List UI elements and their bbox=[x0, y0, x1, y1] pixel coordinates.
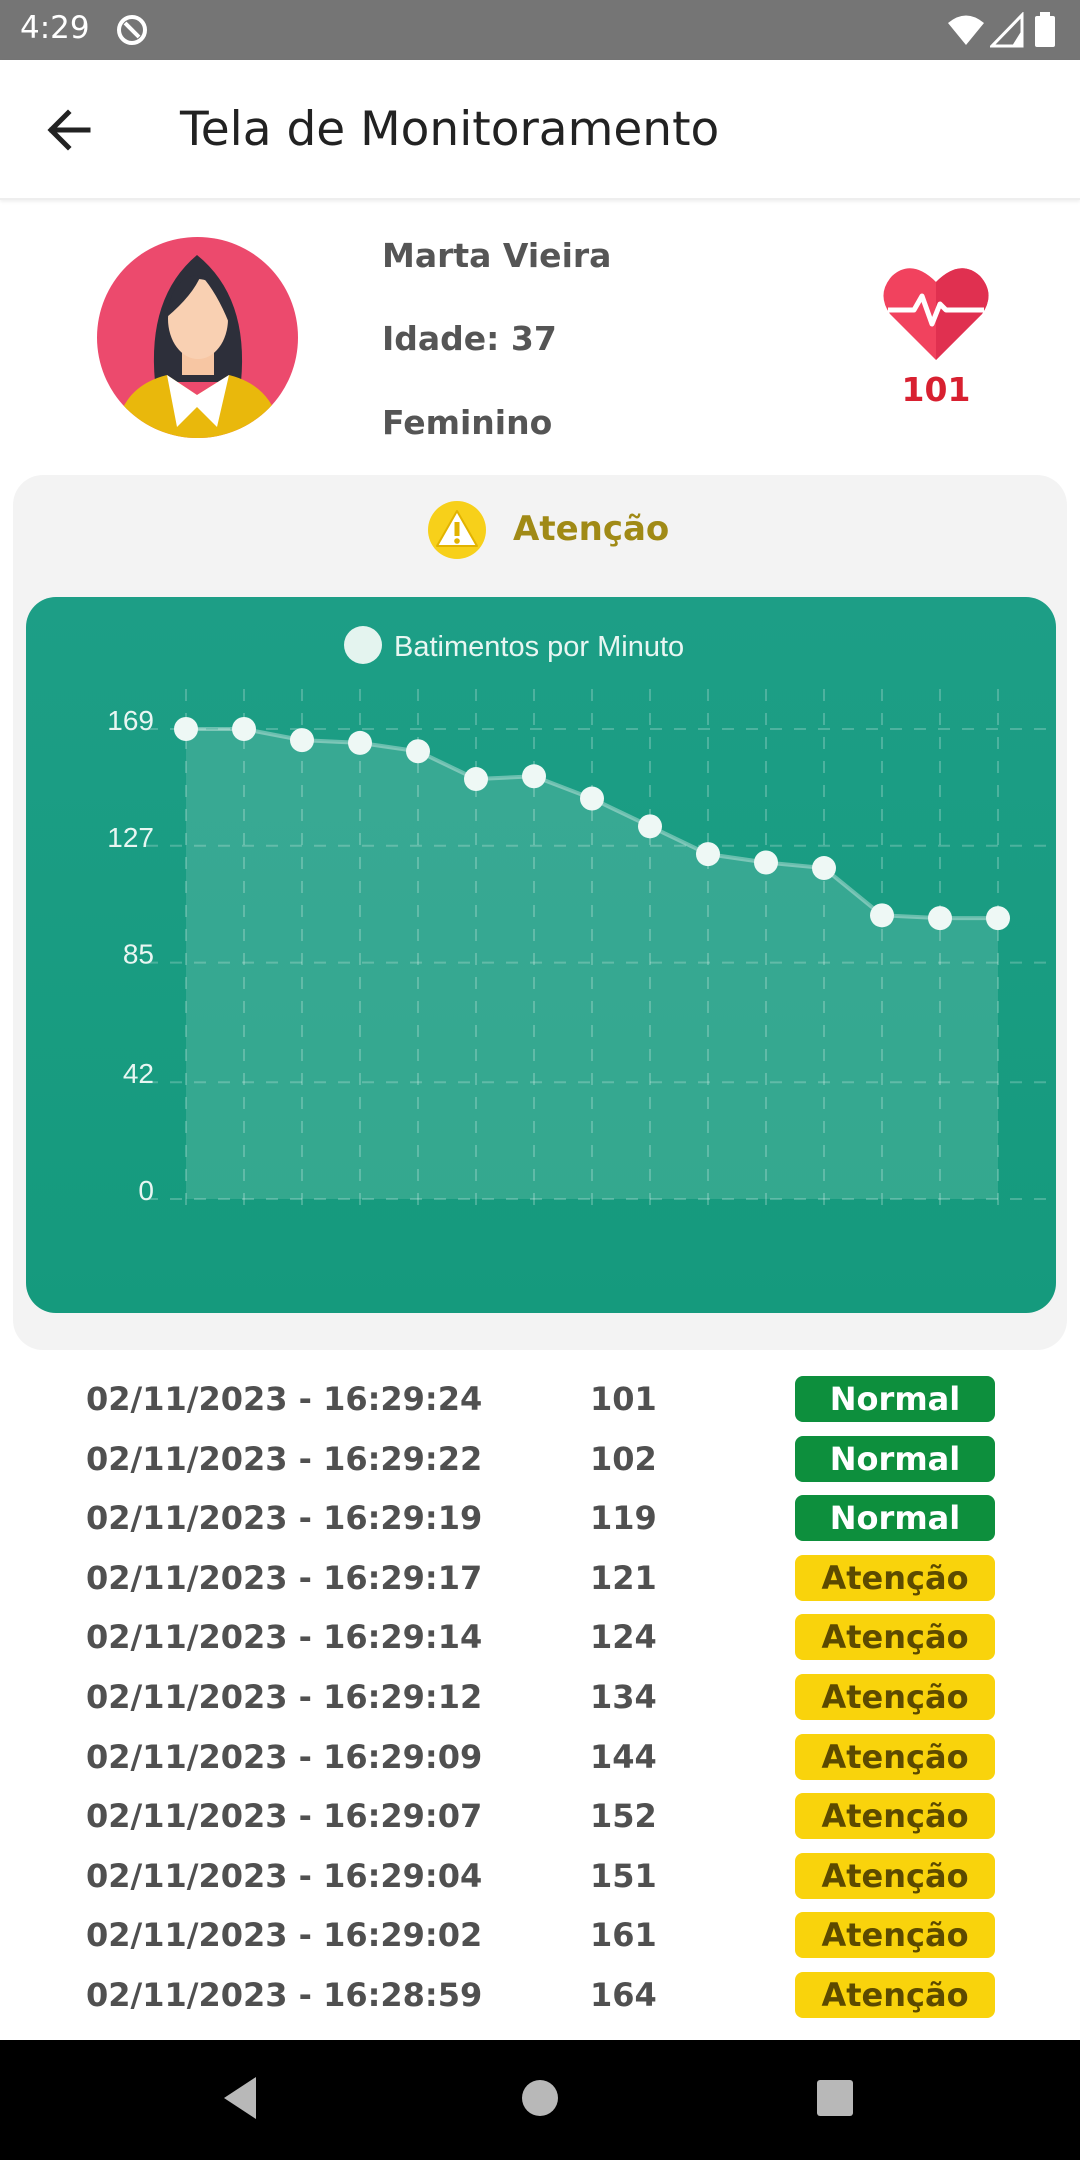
reading-time: 02/11/2023 - 16:29:19 bbox=[86, 1499, 483, 1538]
data-point bbox=[406, 739, 430, 764]
status-badge: Atenção bbox=[795, 1733, 995, 1780]
cellular-signal-icon bbox=[988, 11, 1024, 53]
y-tick-label: 85 bbox=[123, 939, 154, 970]
app-bar: Tela de Monitoramento bbox=[0, 60, 1080, 200]
arrow-left-icon bbox=[47, 109, 91, 151]
heart-pulse-icon bbox=[882, 264, 990, 364]
status-badge: Atenção bbox=[795, 1912, 995, 1959]
wifi-icon bbox=[946, 12, 986, 53]
reading-bpm: 102 bbox=[590, 1439, 657, 1478]
y-tick-label: 169 bbox=[107, 705, 154, 736]
reading-row: 02/11/2023 - 16:29:22 102 Normal bbox=[0, 1430, 1080, 1490]
reading-row: 02/11/2023 - 16:29:02 161 Atenção bbox=[0, 1906, 1080, 1966]
sync-icon bbox=[114, 12, 150, 53]
data-point bbox=[696, 842, 720, 867]
nav-home-button[interactable] bbox=[520, 2073, 560, 2128]
data-point bbox=[348, 730, 372, 755]
reading-row: 02/11/2023 - 16:28:59 164 Atenção bbox=[0, 1966, 1080, 2020]
status-badge: Atenção bbox=[795, 1554, 995, 1601]
status-badge: Atenção bbox=[795, 1852, 995, 1899]
patient-age: Idade: 37 bbox=[382, 319, 557, 358]
status-bar: 4:29 bbox=[0, 0, 1080, 60]
reading-time: 02/11/2023 - 16:29:04 bbox=[86, 1856, 483, 1895]
data-point bbox=[580, 786, 604, 811]
y-tick-label: 0 bbox=[138, 1175, 154, 1206]
data-point bbox=[754, 850, 778, 875]
chart-svg: 169 127 85 42 0 Batimentos por Minuto bbox=[107, 626, 1056, 1207]
status-badge: Atenção bbox=[795, 1971, 995, 2018]
reading-time: 02/11/2023 - 16:29:22 bbox=[86, 1439, 483, 1478]
reading-bpm: 151 bbox=[590, 1856, 657, 1895]
avatar bbox=[97, 237, 298, 438]
reading-time: 02/11/2023 - 16:29:12 bbox=[86, 1677, 483, 1716]
status-badge: Normal bbox=[795, 1376, 995, 1422]
nav-recents-button[interactable] bbox=[815, 2073, 855, 2128]
reading-bpm: 152 bbox=[590, 1797, 657, 1836]
back-button[interactable] bbox=[40, 100, 100, 160]
reading-row: 02/11/2023 - 16:29:09 144 Atenção bbox=[0, 1728, 1080, 1788]
patient-name: Marta Vieira bbox=[382, 236, 612, 275]
reading-row: 02/11/2023 - 16:29:07 152 Atenção bbox=[0, 1787, 1080, 1847]
data-point bbox=[812, 856, 836, 881]
page-title: Tela de Monitoramento bbox=[180, 102, 720, 157]
status-badge: Normal bbox=[795, 1495, 995, 1542]
square-recents-icon bbox=[817, 2080, 853, 2116]
reading-bpm: 121 bbox=[590, 1558, 657, 1597]
reading-time: 02/11/2023 - 16:29:17 bbox=[86, 1558, 483, 1597]
status-badge: Normal bbox=[795, 1435, 995, 1482]
reading-time: 02/11/2023 - 16:29:02 bbox=[86, 1916, 483, 1955]
reading-time: 02/11/2023 - 16:29:24 bbox=[86, 1380, 483, 1418]
reading-time: 02/11/2023 - 16:29:14 bbox=[86, 1618, 483, 1657]
reading-bpm: 164 bbox=[590, 1975, 657, 2014]
navigation-bar bbox=[0, 2040, 1080, 2160]
data-point bbox=[928, 906, 952, 931]
y-axis-ticks: 169 127 85 42 0 bbox=[107, 705, 154, 1206]
reading-row: 02/11/2023 - 16:29:12 134 Atenção bbox=[0, 1668, 1080, 1728]
reading-row: 02/11/2023 - 16:29:04 151 Atenção bbox=[0, 1847, 1080, 1907]
readings-list: 02/11/2023 - 16:29:24 101 Normal 02/11/2023… bbox=[0, 1370, 1080, 2020]
reading-row: 02/11/2023 - 16:29:14 124 Atenção bbox=[0, 1608, 1080, 1668]
data-point bbox=[522, 764, 546, 789]
reading-time: 02/11/2023 - 16:28:59 bbox=[86, 1975, 483, 2014]
data-point bbox=[232, 717, 256, 741]
chart-points bbox=[174, 717, 1010, 931]
data-point bbox=[464, 767, 488, 792]
reading-bpm: 134 bbox=[590, 1677, 657, 1716]
warning-icon bbox=[427, 500, 487, 560]
status-badge: Atenção bbox=[795, 1793, 995, 1840]
woman-avatar-icon bbox=[115, 255, 281, 438]
battery-icon bbox=[1034, 12, 1056, 53]
nav-back-button[interactable] bbox=[220, 2073, 260, 2128]
reading-bpm: 119 bbox=[590, 1499, 657, 1538]
chart-area bbox=[186, 729, 998, 1199]
circle-home-icon bbox=[522, 2080, 558, 2116]
heart-rate-chart: 169 127 85 42 0 Batimentos por Minuto bbox=[26, 597, 1056, 1313]
legend-marker bbox=[344, 626, 382, 664]
data-point bbox=[290, 728, 314, 753]
reading-bpm: 101 bbox=[590, 1380, 657, 1418]
reading-bpm: 161 bbox=[590, 1916, 657, 1955]
reading-bpm: 144 bbox=[590, 1737, 657, 1776]
patient-gender: Feminino bbox=[382, 403, 553, 442]
data-point bbox=[986, 906, 1010, 931]
status-badge: Atenção bbox=[795, 1673, 995, 1720]
status-time: 4:29 bbox=[20, 10, 90, 46]
data-point bbox=[638, 814, 662, 839]
reading-bpm: 124 bbox=[590, 1618, 657, 1657]
reading-row: 02/11/2023 - 16:29:17 121 Atenção bbox=[0, 1549, 1080, 1609]
reading-row: 02/11/2023 - 16:29:19 119 Normal bbox=[0, 1489, 1080, 1549]
y-tick-label: 42 bbox=[123, 1058, 154, 1089]
data-point bbox=[174, 717, 198, 741]
reading-time: 02/11/2023 - 16:29:07 bbox=[86, 1797, 483, 1836]
legend-label: Batimentos por Minuto bbox=[394, 631, 684, 663]
status-badge: Atenção bbox=[795, 1614, 995, 1661]
status-label: Atenção bbox=[513, 509, 670, 549]
reading-row: 02/11/2023 - 16:29:24 101 Normal bbox=[0, 1370, 1080, 1430]
triangle-back-icon bbox=[224, 2077, 256, 2119]
y-tick-label: 127 bbox=[107, 822, 154, 853]
current-bpm: 101 bbox=[901, 370, 971, 409]
reading-time: 02/11/2023 - 16:29:09 bbox=[86, 1737, 483, 1776]
data-point bbox=[870, 903, 894, 928]
